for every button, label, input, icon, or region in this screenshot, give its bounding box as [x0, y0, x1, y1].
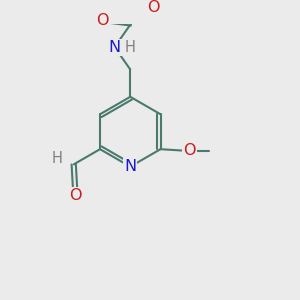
Text: H: H: [125, 40, 136, 55]
Text: O: O: [96, 13, 109, 28]
Text: H: H: [52, 152, 62, 166]
Text: O: O: [147, 0, 160, 15]
Text: O: O: [183, 143, 196, 158]
Text: N: N: [109, 40, 121, 55]
Text: N: N: [124, 159, 136, 174]
Text: O: O: [69, 188, 82, 203]
